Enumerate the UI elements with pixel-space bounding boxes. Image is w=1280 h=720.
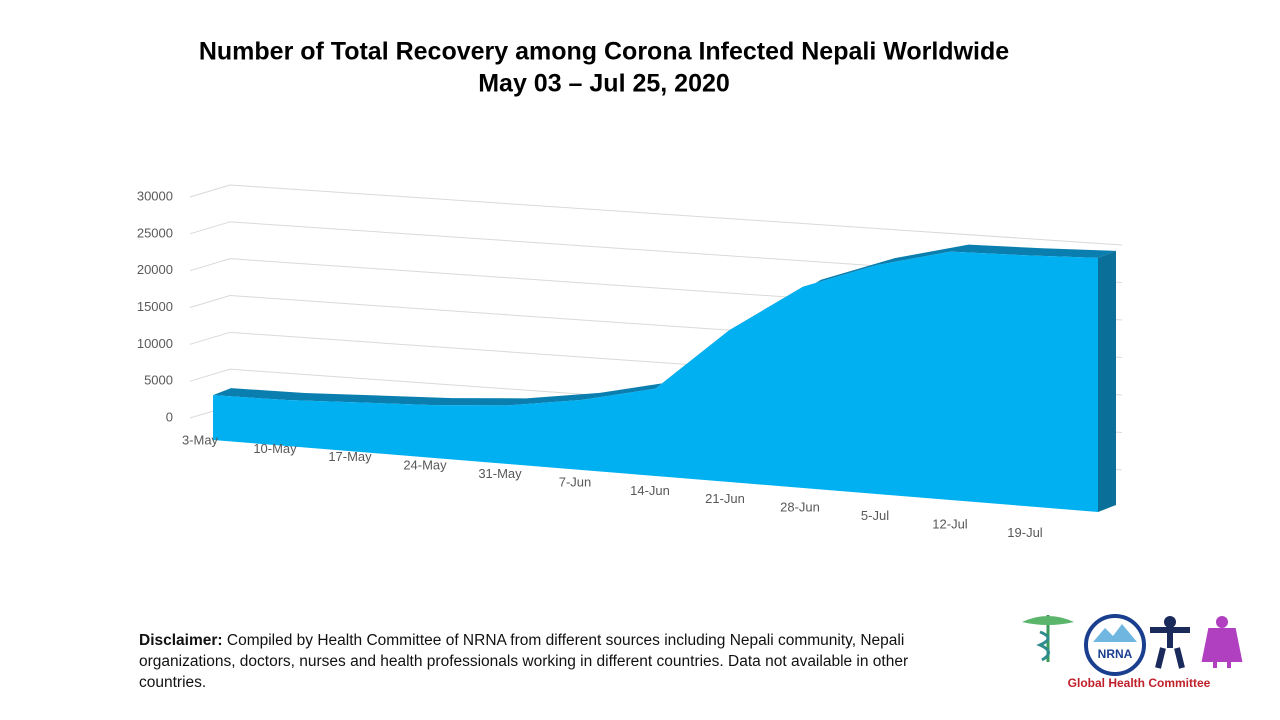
chart-title: Number of Total Recovery among Corona In… <box>199 38 1009 66</box>
logo: NRNA Global Health Committee <box>1022 614 1243 690</box>
logo-figure-female <box>1201 628 1243 668</box>
chart-subtitle: May 03 – Jul 25, 2020 <box>478 70 730 98</box>
x-tick-label: 19-Jul <box>1007 525 1043 540</box>
disclaimer-text: Compiled by Health Committee of NRNA fro… <box>139 632 909 691</box>
x-tick-label: 10-May <box>253 441 297 456</box>
disclaimer-label: Disclaimer: <box>139 632 223 649</box>
x-tick-label: 7-Jun <box>559 474 592 489</box>
x-tick-label: 17-May <box>328 449 372 464</box>
logo-snake <box>1036 630 1050 662</box>
x-tick-label: 21-Jun <box>705 491 745 506</box>
logo-caption: Global Health Committee <box>1068 676 1211 690</box>
disclaimer: Disclaimer: Compiled by Health Committee… <box>139 630 939 693</box>
x-tick-label: 24-May <box>403 458 447 473</box>
grid-line <box>189 221 1123 283</box>
logo-mountain <box>1093 624 1137 642</box>
logo-acronym: NRNA <box>1098 647 1133 661</box>
logo-wings <box>1022 616 1074 625</box>
y-tick-label: 25000 <box>137 225 173 240</box>
y-tick-label: 10000 <box>137 336 173 351</box>
area <box>213 251 1098 512</box>
x-tick-label: 28-Jun <box>780 500 820 515</box>
x-tick-label: 31-May <box>478 466 522 481</box>
y-tick-label: 5000 <box>144 373 173 388</box>
x-tick-label: 3-May <box>182 432 219 447</box>
logo-figure-male <box>1150 627 1190 669</box>
logo-figure-head <box>1216 616 1228 628</box>
x-tick-label: 14-Jun <box>630 483 670 498</box>
logo-circle <box>1084 614 1146 676</box>
area-side <box>1098 250 1116 512</box>
logo-figure-head <box>1164 616 1176 628</box>
x-tick-label: 5-Jul <box>861 508 889 523</box>
y-tick-label: 0 <box>166 409 173 424</box>
y-tick-label: 15000 <box>137 299 173 314</box>
y-tick-label: 20000 <box>137 262 173 277</box>
x-tick-label: 12-Jul <box>932 516 968 531</box>
grid-line <box>189 184 1123 246</box>
y-tick-label: 30000 <box>137 188 173 203</box>
